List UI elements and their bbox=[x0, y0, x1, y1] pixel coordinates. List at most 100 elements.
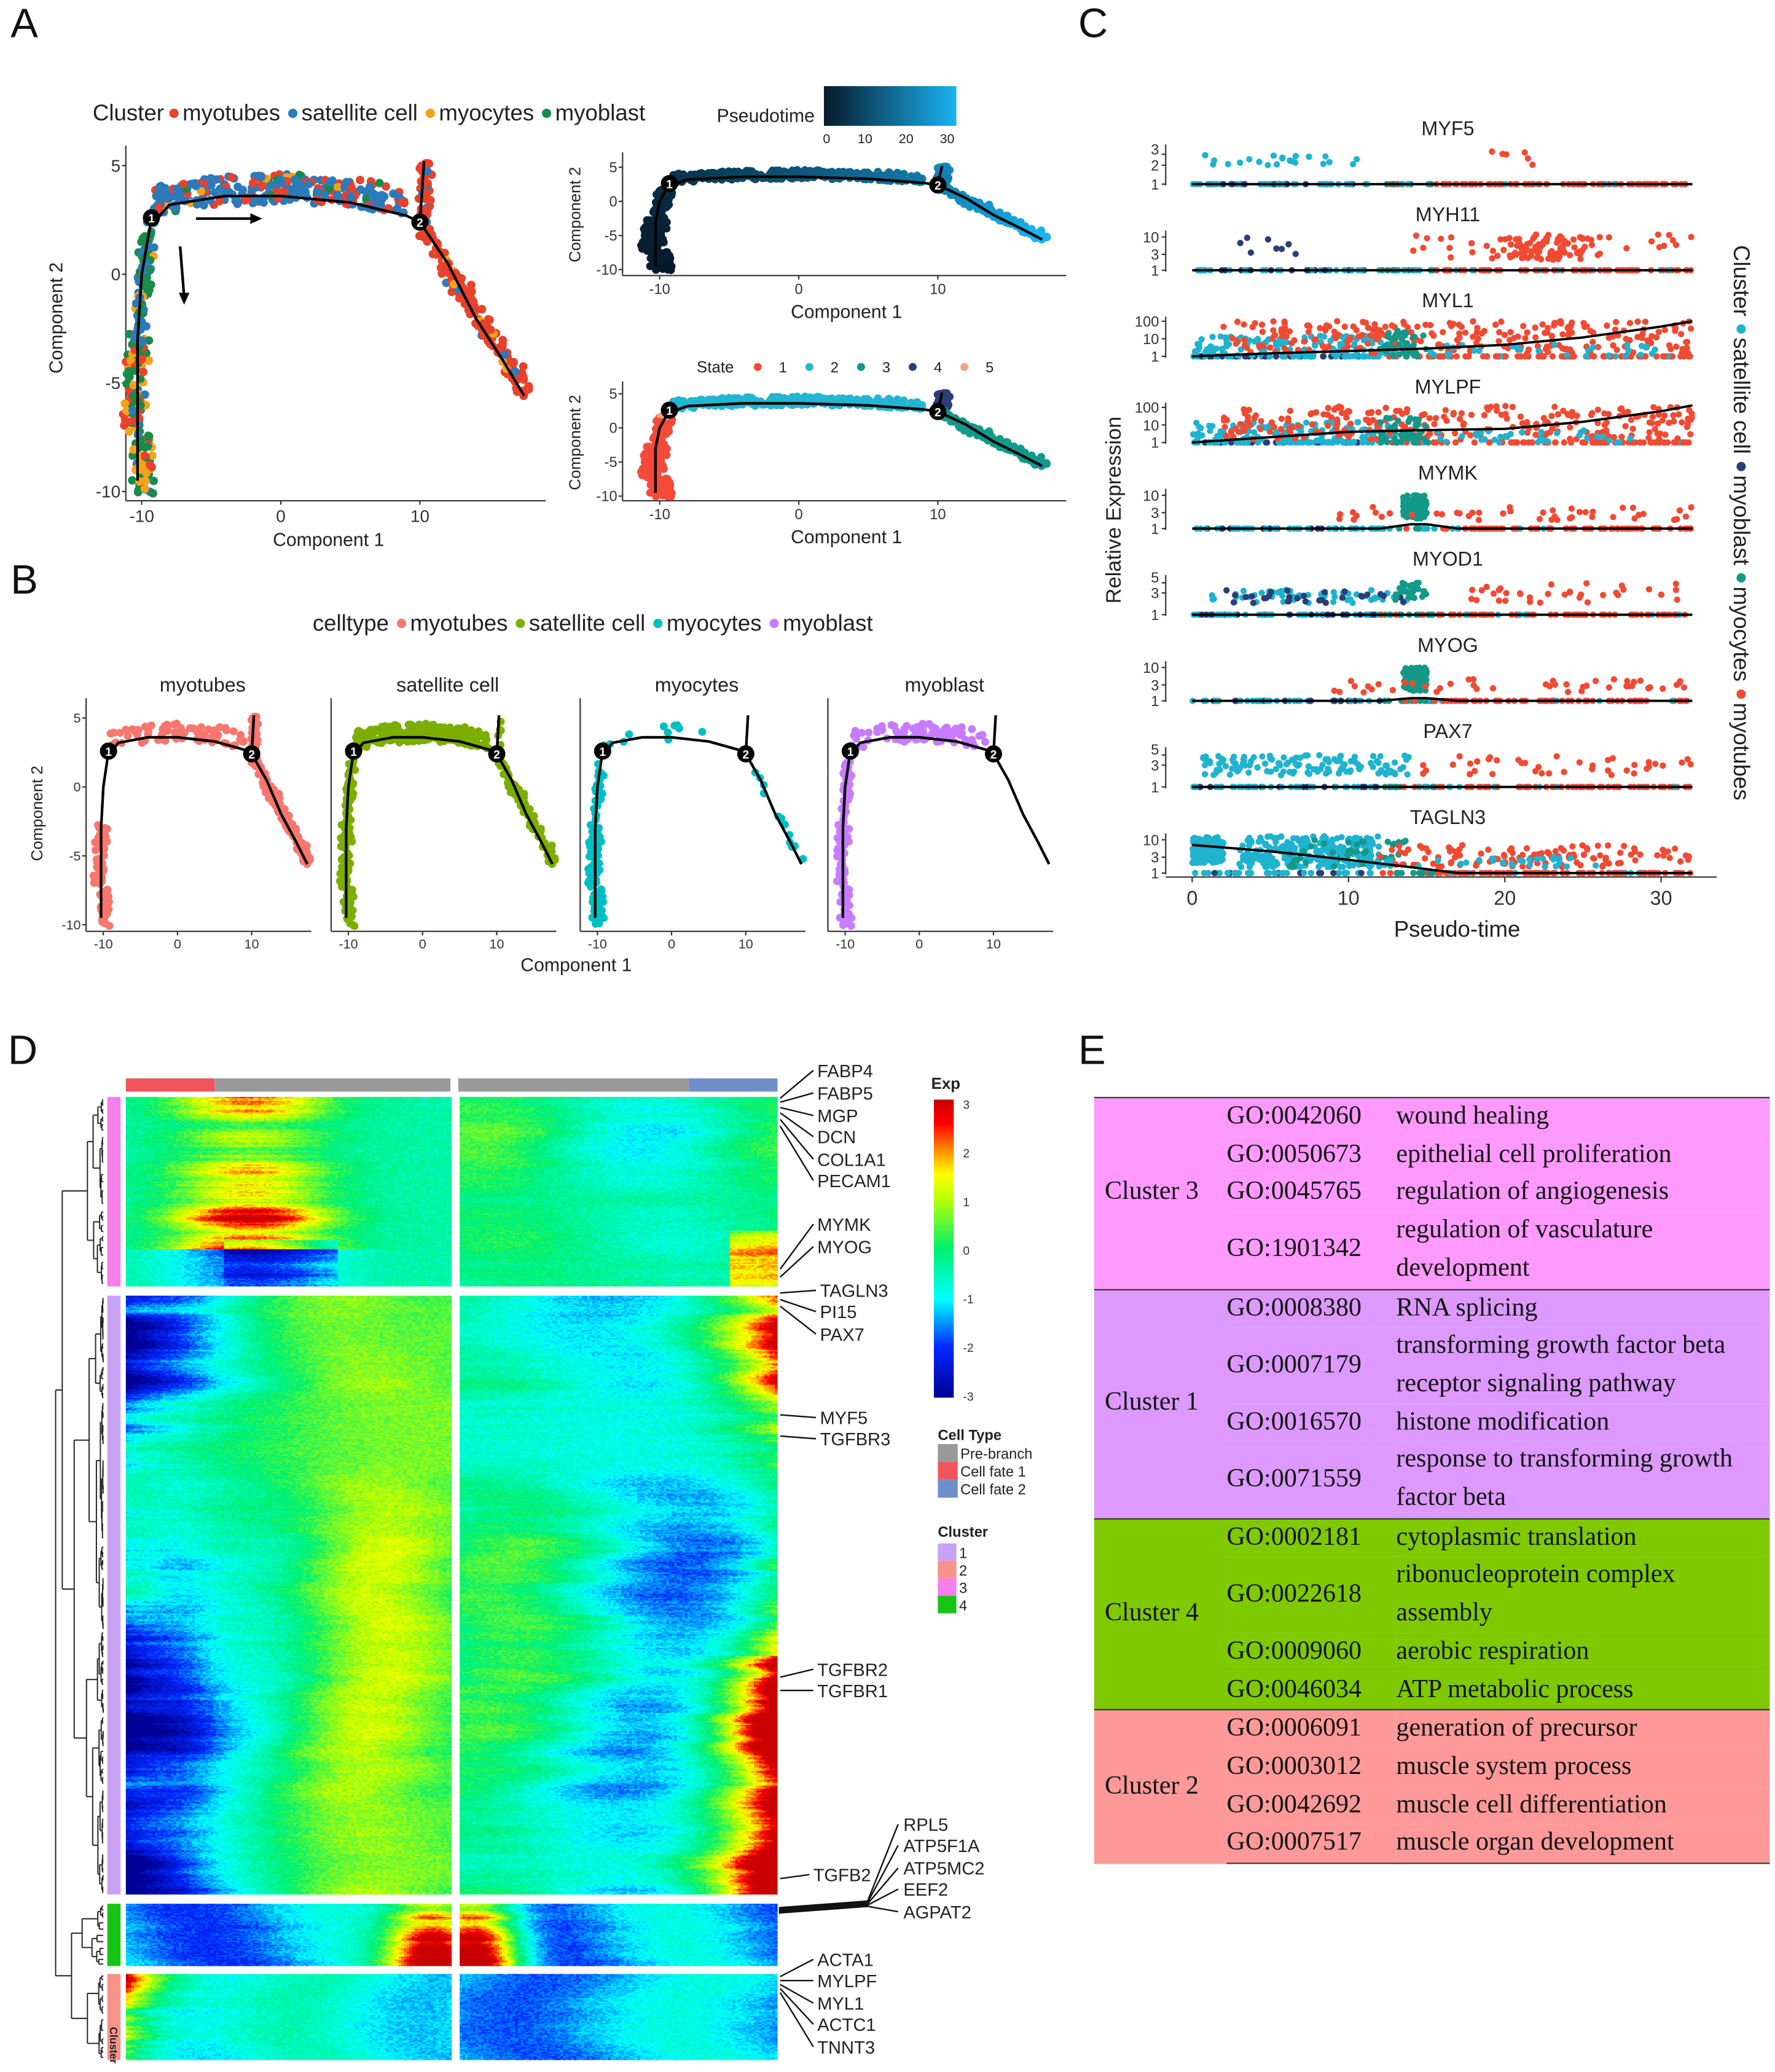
cell-point bbox=[1471, 347, 1477, 353]
cell-point bbox=[1475, 336, 1481, 342]
legend-title: celltype bbox=[313, 610, 389, 635]
cell-point bbox=[941, 169, 949, 177]
cell-point bbox=[159, 194, 167, 203]
cell-point bbox=[597, 838, 605, 846]
legend-swatch bbox=[170, 109, 179, 118]
cell-point bbox=[809, 168, 817, 176]
facet-title: myoblast bbox=[905, 673, 984, 696]
cell-point bbox=[1259, 321, 1265, 328]
cell-point bbox=[233, 200, 241, 208]
cell-point bbox=[1549, 333, 1555, 339]
cell-point bbox=[211, 728, 219, 736]
cell-point bbox=[1281, 318, 1287, 324]
trajectory-curve bbox=[656, 403, 1042, 492]
cell-point bbox=[1218, 333, 1224, 339]
cell-point bbox=[898, 399, 906, 407]
cell-point bbox=[461, 723, 469, 731]
y-tick-label: 3 bbox=[1151, 248, 1159, 264]
legend-swatch bbox=[857, 363, 865, 371]
y-tick-label: 2 bbox=[1151, 158, 1159, 174]
cell-point bbox=[698, 728, 706, 736]
cell-point bbox=[1525, 155, 1531, 162]
cell-point bbox=[1292, 159, 1298, 165]
cell-point bbox=[366, 182, 374, 191]
cell-point bbox=[1644, 344, 1650, 350]
cell-point bbox=[1225, 161, 1231, 167]
cell-point bbox=[1683, 339, 1689, 345]
cell-point bbox=[845, 886, 853, 894]
cell-point bbox=[1363, 320, 1369, 326]
cell-point bbox=[1359, 332, 1365, 338]
cell-point bbox=[258, 182, 267, 190]
cell-point bbox=[1354, 327, 1360, 333]
cell-point bbox=[139, 368, 147, 377]
cell-point bbox=[350, 922, 358, 930]
cell-point bbox=[1279, 326, 1285, 332]
cell-point bbox=[1652, 347, 1658, 353]
cell-point bbox=[1428, 330, 1435, 336]
cell-point bbox=[1279, 246, 1285, 252]
cell-point bbox=[125, 427, 133, 436]
legend-label: 4 bbox=[934, 360, 942, 376]
cell-point bbox=[1306, 154, 1312, 160]
y-tick-label: 0 bbox=[609, 194, 617, 210]
y-tick-label: 1 bbox=[1151, 436, 1159, 452]
cell-point bbox=[1589, 241, 1595, 248]
cell-point bbox=[1471, 439, 1478, 445]
cell-point bbox=[657, 455, 665, 463]
cell-point bbox=[1411, 350, 1417, 356]
cell-point bbox=[1270, 318, 1276, 324]
cell-point bbox=[1635, 318, 1641, 324]
cell-point bbox=[710, 396, 718, 404]
x-tick-label: -10 bbox=[339, 936, 358, 952]
cell-point bbox=[173, 184, 181, 193]
cell-point bbox=[1539, 321, 1545, 328]
cell-point bbox=[1293, 251, 1299, 257]
cell-point bbox=[328, 176, 337, 185]
branch-point-label: 2 bbox=[417, 216, 423, 230]
x-tick-label: 10 bbox=[739, 936, 753, 952]
cell-point bbox=[659, 262, 667, 270]
cell-point bbox=[1345, 439, 1351, 445]
legend-label: myotubes bbox=[182, 100, 280, 125]
y-tick-label: 0 bbox=[609, 421, 617, 437]
cell-point bbox=[1570, 237, 1577, 243]
branch-point-label: 2 bbox=[935, 179, 941, 193]
y-tick-label: 0 bbox=[74, 779, 81, 795]
cell-point bbox=[437, 269, 446, 278]
trajectory-curve bbox=[101, 737, 308, 918]
cell-point bbox=[1209, 423, 1215, 429]
cell-point bbox=[1554, 240, 1560, 246]
cell-point bbox=[1396, 342, 1402, 348]
cell-point bbox=[1536, 248, 1542, 254]
cell-point bbox=[1469, 249, 1475, 255]
cell-point bbox=[670, 721, 678, 729]
cell-point bbox=[874, 394, 882, 402]
cell-point bbox=[1274, 161, 1280, 167]
cell-point bbox=[340, 182, 349, 191]
cell-point bbox=[1667, 346, 1674, 352]
cell-point bbox=[398, 198, 406, 207]
cell-point bbox=[1559, 331, 1565, 337]
cell-point bbox=[1470, 318, 1476, 324]
cell-point bbox=[407, 721, 415, 729]
cell-point bbox=[138, 355, 146, 364]
x-tick-label: -10 bbox=[588, 936, 607, 952]
cell-point bbox=[1271, 152, 1277, 159]
x-tick-label: 0 bbox=[915, 936, 923, 952]
cell-point bbox=[1332, 333, 1338, 339]
cell-point bbox=[919, 724, 927, 732]
branch-point-label: 1 bbox=[350, 745, 357, 759]
cell-point bbox=[1503, 151, 1509, 157]
trajectory-curve bbox=[595, 737, 802, 918]
cell-point bbox=[597, 892, 605, 900]
cell-point bbox=[1264, 162, 1271, 168]
cell-point bbox=[794, 168, 802, 176]
cell-point bbox=[1666, 232, 1672, 238]
